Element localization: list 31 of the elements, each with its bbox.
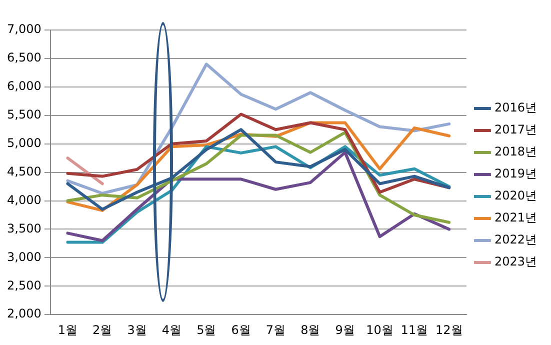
- x-tick-label: 2월: [92, 322, 112, 337]
- y-tick-label: 5,000: [6, 136, 42, 150]
- x-tick-label: 7월: [266, 322, 286, 337]
- y-tick-label: 6,500: [6, 50, 42, 65]
- y-tick-label: 2,500: [6, 278, 42, 292]
- x-tick-label: 10월: [366, 322, 394, 337]
- legend-label: 2017년: [494, 122, 538, 137]
- x-tick-label: 8월: [300, 322, 320, 337]
- legend-label: 2019년: [494, 166, 538, 181]
- legend-label: 2020년: [494, 188, 538, 203]
- legend-label: 2016년: [494, 100, 538, 115]
- x-tick-label: 12월: [435, 322, 463, 337]
- y-tick-label: 5,500: [6, 108, 42, 122]
- y-tick-label: 3,500: [6, 221, 42, 236]
- y-tick-label: 4,000: [6, 192, 42, 207]
- x-tick-label: 6월: [231, 322, 251, 337]
- x-tick-label: 11월: [400, 322, 428, 337]
- x-tick-label: 5월: [196, 322, 216, 337]
- y-tick-label: 3,000: [6, 250, 42, 264]
- x-tick-label: 3월: [127, 322, 147, 337]
- x-tick-label: 4월: [162, 322, 182, 337]
- y-tick-label: 6,000: [6, 79, 42, 94]
- legend-label: 2021년: [494, 210, 538, 225]
- x-tick-label: 9월: [335, 322, 355, 337]
- legend-label: 2023년: [494, 254, 538, 269]
- y-tick-label: 4,500: [6, 164, 42, 178]
- legend-label: 2018년: [494, 144, 538, 159]
- legend-label: 2022년: [494, 232, 538, 247]
- y-tick-label: 2,000: [6, 306, 42, 321]
- x-tick-label: 1월: [58, 322, 78, 337]
- y-tick-label: 7,000: [6, 22, 42, 36]
